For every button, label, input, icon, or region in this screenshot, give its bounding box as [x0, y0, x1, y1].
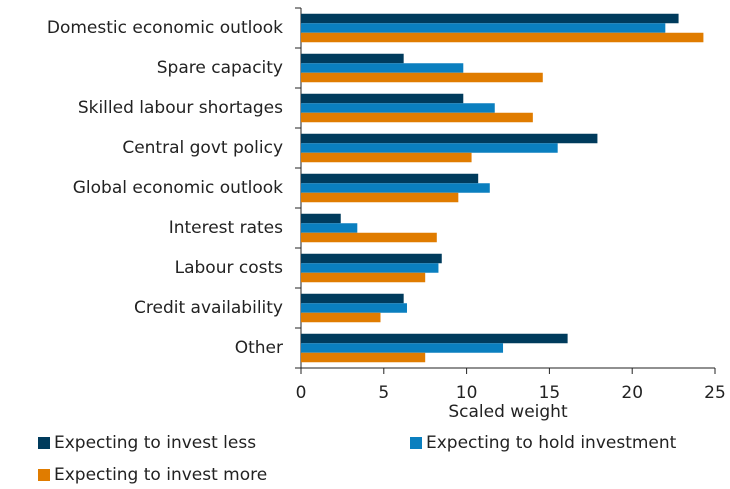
y-tick-label: Other	[235, 338, 283, 358]
y-tick-label: Global economic outlook	[73, 178, 283, 198]
bar	[301, 133, 598, 144]
x-tick-label: 15	[539, 383, 561, 403]
y-tick-label: Interest rates	[169, 218, 283, 238]
y-tick-label: Central govt policy	[122, 138, 283, 158]
bar	[301, 272, 426, 283]
bar	[301, 192, 459, 203]
bar	[301, 352, 426, 363]
legend-swatch	[410, 437, 422, 449]
legend-label: Expecting to invest less	[54, 433, 256, 453]
x-tick-label: 20	[621, 383, 643, 403]
bar	[301, 53, 404, 64]
bar	[301, 23, 666, 33]
x-axis-label: Scaled weight	[448, 402, 568, 422]
bar	[301, 293, 404, 304]
y-tick-label: Credit availability	[134, 298, 283, 318]
bar	[301, 253, 442, 264]
bar	[301, 263, 439, 273]
bar	[301, 112, 533, 123]
bar	[301, 63, 464, 73]
legend-label: Expecting to invest more	[54, 465, 267, 485]
bar	[301, 103, 495, 113]
bar	[301, 32, 704, 43]
x-tick-label: 5	[378, 383, 389, 403]
bar	[301, 232, 437, 243]
bar	[301, 13, 679, 24]
legend-swatch	[38, 469, 50, 481]
bar	[301, 183, 490, 193]
bar	[301, 333, 568, 344]
legend-swatch	[38, 437, 50, 449]
legend-label: Expecting to hold investment	[426, 433, 677, 453]
y-tick-label: Domestic economic outlook	[47, 18, 283, 38]
y-tick-label: Spare capacity	[157, 58, 283, 78]
x-tick-label: 0	[296, 383, 307, 403]
bar	[301, 72, 543, 83]
y-tick-label: Labour costs	[175, 258, 284, 278]
bar	[301, 143, 558, 153]
bar	[301, 343, 504, 353]
bar	[301, 223, 358, 233]
bar	[301, 173, 479, 184]
bar	[301, 213, 341, 224]
bar	[301, 152, 472, 163]
x-tick-label: 10	[456, 383, 478, 403]
y-tick-label: Skilled labour shortages	[78, 98, 283, 118]
x-tick-label: 25	[704, 383, 726, 403]
bar	[301, 93, 464, 104]
bar	[301, 312, 381, 323]
bar	[301, 303, 407, 313]
